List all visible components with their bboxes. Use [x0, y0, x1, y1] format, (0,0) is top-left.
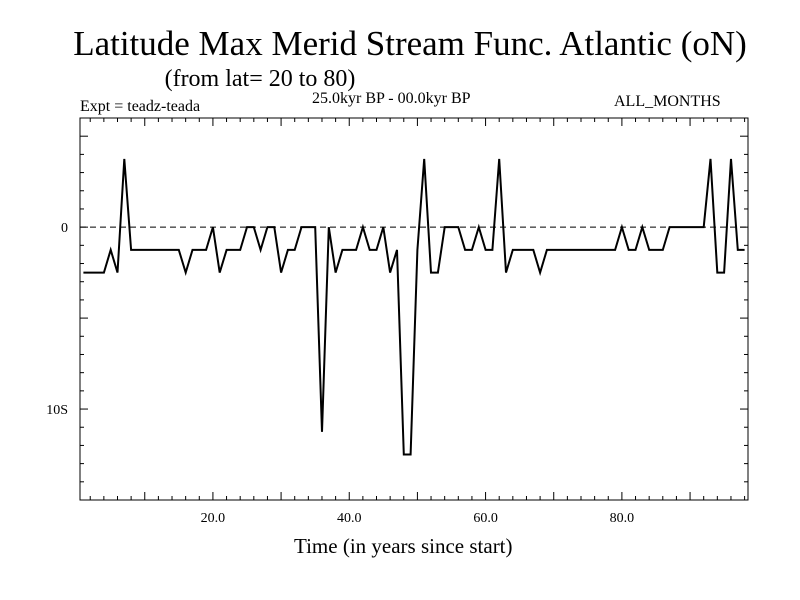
- series-line: [83, 158, 745, 456]
- axis-ticks: [80, 117, 748, 501]
- y-tick-label: 0: [61, 221, 68, 236]
- months-label: ALL_MONTHS: [614, 93, 721, 110]
- period-label: 25.0kyr BP - 00.0kyr BP: [312, 90, 471, 107]
- experiment-label: Expt = teadz-teada: [80, 98, 201, 115]
- plot-frame: [79, 117, 749, 501]
- y-tick-label: 10S: [46, 403, 68, 418]
- chart-title: Latitude Max Merid Stream Func. Atlantic…: [73, 24, 747, 63]
- tick-labels: 20.0 40.0 60.0 80.0 0 10S: [46, 221, 634, 526]
- x-axis-label: Time (in years since start): [294, 534, 513, 558]
- x-tick-label: 80.0: [610, 511, 635, 526]
- chart-subtitle: (from lat= 20 to 80): [164, 66, 356, 92]
- x-tick-label: 40.0: [337, 511, 362, 526]
- x-tick-label: 60.0: [473, 511, 498, 526]
- x-tick-label: 20.0: [201, 511, 226, 526]
